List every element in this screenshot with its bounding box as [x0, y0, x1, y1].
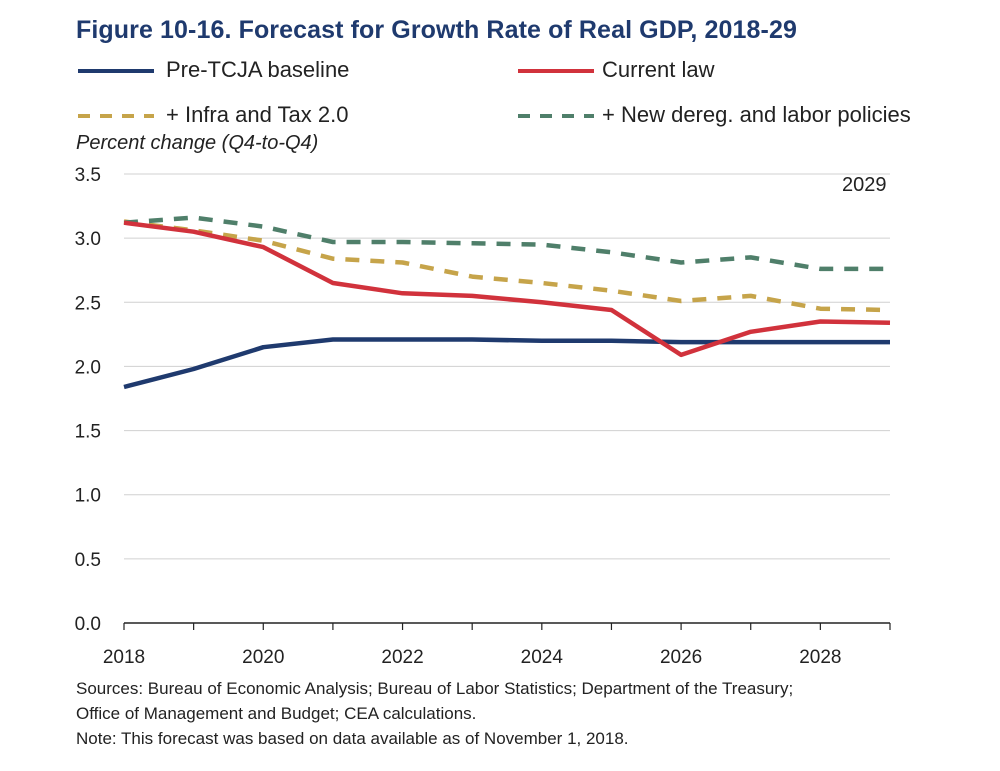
legend-swatch-pre-tcja: [78, 69, 154, 73]
y-tick-label: 1.0: [75, 486, 101, 507]
y-tick-label: 2.0: [75, 357, 101, 378]
sources-line-2: Office of Management and Budget; CEA cal…: [76, 704, 477, 723]
series-line-new-dereg-and-labor-policies: [123, 215, 890, 272]
y-tick-label: 3.5: [75, 165, 101, 186]
series-line-current-law: [123, 220, 891, 358]
legend-item-pre-tcja: Pre-TCJA baseline: [76, 55, 376, 85]
legend-item-infra-tax: + Infra and Tax 2.0: [76, 100, 396, 130]
y-tick-label: 1.5: [75, 422, 101, 443]
chart-footer: Sources: Bureau of Economic Analysis; Bu…: [76, 676, 976, 751]
y-tick-label: 0.0: [75, 614, 101, 635]
legend-label-current-law: Current law: [602, 57, 715, 82]
y-tick-label: 2.5: [75, 293, 101, 314]
x-tick-label: 2020: [242, 647, 284, 668]
y-axis-units-label: Percent change (Q4-to-Q4): [76, 132, 319, 154]
x-tick-label: 2026: [660, 647, 702, 668]
footer-note: Note: This forecast was based on data av…: [76, 729, 629, 748]
x-tick-label: 2024: [521, 647, 564, 668]
legend-label-infra-tax: + Infra and Tax 2.0: [166, 102, 349, 127]
year-annotation: 2029: [842, 174, 887, 196]
legend-label-dereg-labor: + New dereg. and labor policies: [602, 102, 911, 127]
y-tick-label: 3.0: [75, 229, 101, 250]
legend-swatch-current-law: [518, 69, 594, 73]
chart-title: Figure 10-16. Forecast for Growth Rate o…: [76, 16, 797, 44]
y-tick-label: 0.5: [75, 550, 101, 571]
sources-line-1: Sources: Bureau of Economic Analysis; Bu…: [76, 679, 794, 698]
x-tick-label: 2018: [103, 647, 145, 668]
x-tick-label: 2028: [799, 647, 841, 668]
legend-item-current-law: Current law: [516, 55, 816, 85]
legend-label-pre-tcja: Pre-TCJA baseline: [166, 57, 350, 82]
x-tick-label: 2022: [381, 647, 423, 668]
series-line-pre-tcja-baseline: [123, 337, 890, 390]
legend-item-dereg-labor: + New dereg. and labor policies: [516, 100, 936, 130]
series-line-infra-and-tax-2-0: [123, 219, 891, 313]
